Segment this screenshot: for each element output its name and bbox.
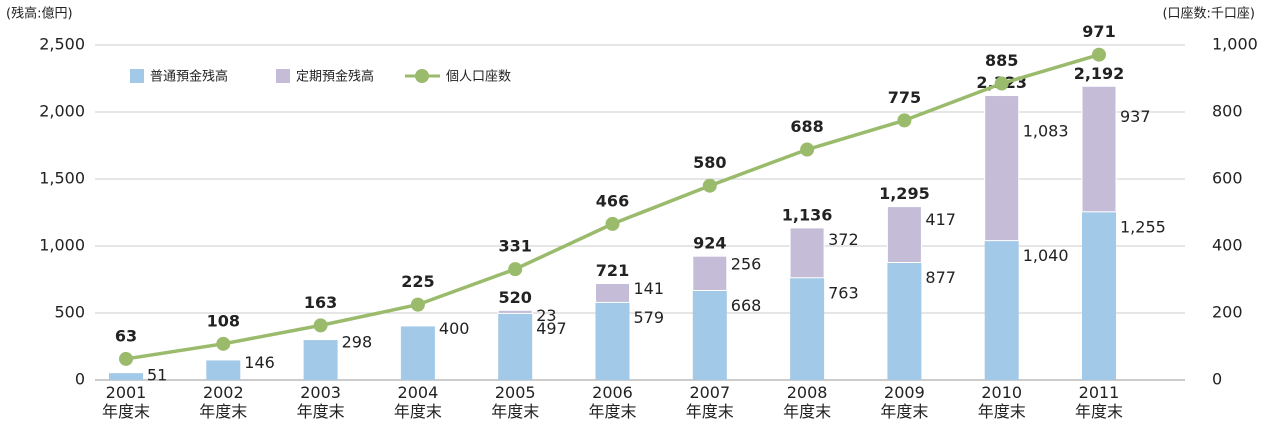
- line-label: 466: [596, 191, 629, 210]
- y2-tick-label: 800: [1212, 102, 1243, 121]
- total-label: 520: [498, 288, 531, 307]
- bar: [497, 309, 533, 314]
- y-tick-label: 0: [75, 370, 85, 389]
- bar: [887, 262, 922, 380]
- legend-swatch: [276, 69, 290, 83]
- y2-tick-label: 200: [1212, 303, 1243, 322]
- line-label: 775: [888, 88, 921, 107]
- data-label: 668: [731, 296, 762, 315]
- y-tick-label: 2,000: [39, 102, 85, 121]
- legend-label: 定期預金残高: [296, 69, 374, 85]
- data-label: 937: [1120, 107, 1151, 126]
- data-label: 51: [147, 366, 167, 385]
- line-marker: [216, 336, 231, 351]
- bar: [206, 360, 241, 380]
- legend-label: 個人口座数: [446, 70, 511, 85]
- x-tick-label: 2001 年度末: [102, 383, 150, 421]
- line-marker: [508, 262, 523, 277]
- bar: [984, 240, 1019, 380]
- x-tick-label: 2011 年度末: [1075, 383, 1123, 421]
- bar: [303, 340, 338, 380]
- line-marker: [605, 216, 620, 231]
- line-label: 163: [304, 293, 337, 312]
- total-label: 1,295: [879, 184, 930, 203]
- bar: [498, 313, 533, 380]
- bar: [1081, 85, 1117, 213]
- total-label: 721: [596, 261, 629, 280]
- y-tick-label: 500: [54, 303, 85, 322]
- data-label: 417: [925, 210, 956, 229]
- bar: [692, 255, 728, 291]
- line-label: 885: [985, 51, 1018, 70]
- bar: [790, 277, 825, 380]
- line-marker: [994, 76, 1009, 91]
- bar: [886, 206, 922, 263]
- y-tick-label: 2,500: [39, 35, 85, 54]
- line-marker: [800, 142, 815, 157]
- data-label: 400: [439, 319, 470, 338]
- x-tick-label: 2009 年度末: [880, 383, 928, 421]
- legend-swatch: [130, 69, 144, 83]
- y2-tick-label: 0: [1212, 370, 1222, 389]
- line-label: 225: [401, 272, 434, 291]
- line-marker: [313, 318, 328, 333]
- y2-axis-label: (口座数:千口座): [1162, 7, 1255, 22]
- data-label: 141: [634, 279, 665, 298]
- data-label: 23: [536, 306, 556, 325]
- data-label: 1,040: [1023, 246, 1069, 265]
- line-marker: [1092, 47, 1106, 62]
- y2-tick-label: 400: [1212, 236, 1243, 255]
- bar: [595, 283, 630, 303]
- bar: [595, 302, 630, 380]
- data-label: 763: [828, 283, 859, 302]
- x-tick-label: 2006 年度末: [588, 383, 636, 421]
- y-tick-label: 1,000: [39, 236, 85, 255]
- data-label: 877: [925, 268, 956, 287]
- line-label: 63: [115, 326, 137, 345]
- total-label: 924: [693, 234, 726, 253]
- data-label: 256: [731, 254, 762, 273]
- bar: [400, 326, 435, 380]
- x-tick-label: 2004 年度末: [394, 383, 442, 421]
- line-marker: [119, 351, 133, 366]
- data-label: 579: [634, 308, 665, 327]
- y-axis-label: (残高:億円): [6, 6, 73, 22]
- line-label: 688: [790, 117, 823, 136]
- bar: [789, 227, 825, 279]
- legend-label: 普通預金残高: [150, 69, 228, 85]
- x-tick-label: 2002 年度末: [199, 383, 247, 421]
- x-tick-label: 2003 年度末: [297, 383, 345, 421]
- data-label: 146: [244, 353, 275, 372]
- line-label: 971: [1082, 22, 1115, 41]
- data-label: 1,083: [1023, 121, 1069, 140]
- total-label: 1,136: [782, 205, 833, 224]
- data-label: 372: [828, 230, 859, 249]
- bar: [1082, 211, 1116, 380]
- line-label: 580: [693, 153, 726, 172]
- data-label: 298: [342, 333, 373, 352]
- y-tick-label: 1,500: [39, 169, 85, 188]
- data-label: 497: [536, 319, 567, 338]
- line-marker: [410, 297, 425, 312]
- y2-tick-label: 600: [1212, 169, 1243, 188]
- line-label: 108: [207, 311, 240, 330]
- bar: [984, 95, 1020, 242]
- line-marker: [897, 113, 912, 128]
- x-tick-label: 2008 年度末: [783, 383, 831, 421]
- bar: [109, 373, 143, 380]
- line-marker: [702, 178, 717, 193]
- x-tick-label: 2010 年度末: [978, 383, 1026, 421]
- data-label: 1,255: [1120, 217, 1166, 236]
- x-tick-label: 2005 年度末: [491, 383, 539, 421]
- line-label: 331: [498, 237, 531, 256]
- y2-tick-label: 1,000: [1212, 35, 1258, 54]
- total-label: 2,192: [1074, 64, 1125, 83]
- bar: [692, 290, 727, 380]
- x-tick-label: 2007 年度末: [686, 383, 734, 421]
- legend-marker: [415, 69, 429, 83]
